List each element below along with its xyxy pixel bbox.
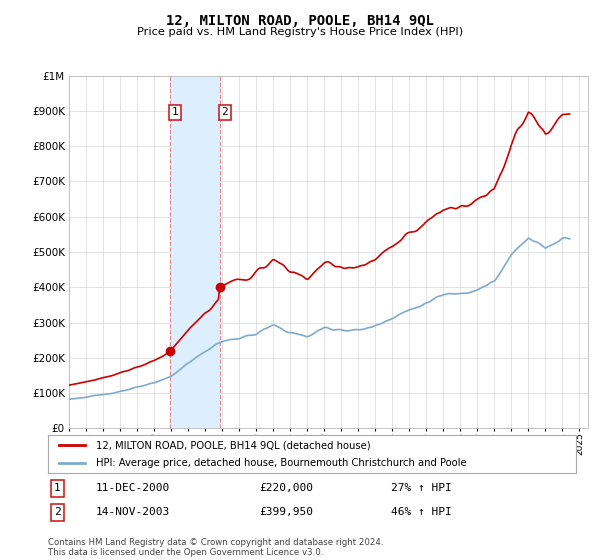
Text: 2: 2 xyxy=(221,108,228,118)
Bar xyxy=(170,76,220,428)
Text: 46% ↑ HPI: 46% ↑ HPI xyxy=(391,507,452,517)
Text: 2: 2 xyxy=(54,507,61,517)
Text: 1: 1 xyxy=(54,483,61,493)
Text: 14-NOV-2003: 14-NOV-2003 xyxy=(95,507,170,517)
Text: 1: 1 xyxy=(172,108,178,118)
Text: 12, MILTON ROAD, POOLE, BH14 9QL: 12, MILTON ROAD, POOLE, BH14 9QL xyxy=(166,14,434,28)
Text: 11-DEC-2000: 11-DEC-2000 xyxy=(95,483,170,493)
Text: Price paid vs. HM Land Registry's House Price Index (HPI): Price paid vs. HM Land Registry's House … xyxy=(137,27,463,37)
Text: 27% ↑ HPI: 27% ↑ HPI xyxy=(391,483,452,493)
Text: £220,000: £220,000 xyxy=(259,483,313,493)
Text: Contains HM Land Registry data © Crown copyright and database right 2024.
This d: Contains HM Land Registry data © Crown c… xyxy=(48,538,383,557)
Text: HPI: Average price, detached house, Bournemouth Christchurch and Poole: HPI: Average price, detached house, Bour… xyxy=(95,458,466,468)
Text: £399,950: £399,950 xyxy=(259,507,313,517)
Text: 12, MILTON ROAD, POOLE, BH14 9QL (detached house): 12, MILTON ROAD, POOLE, BH14 9QL (detach… xyxy=(95,440,370,450)
